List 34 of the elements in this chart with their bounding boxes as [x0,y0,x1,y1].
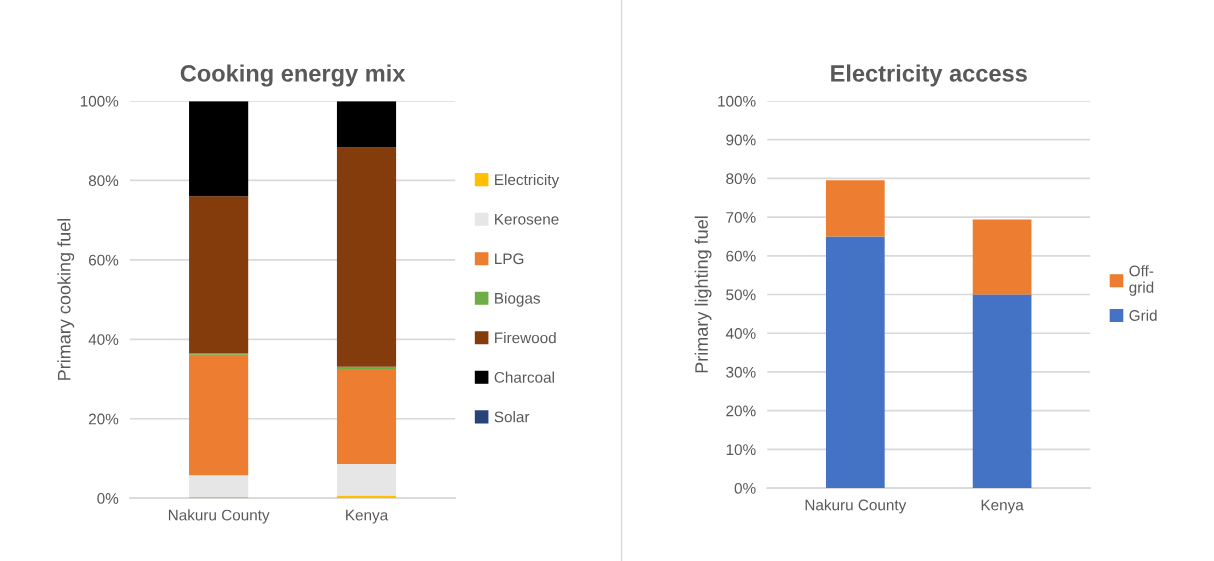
y-tick-label: 0% [734,482,756,494]
legend-label: LPG [495,253,524,265]
y-tick-label: 60% [88,254,119,266]
x-tick-label: Kenya [981,499,1024,514]
legend-label: Grid [1129,309,1157,321]
legend-label: Kerosene [495,213,559,225]
y-tick-label: 100% [80,95,119,107]
y-tick-label: 100% [718,95,756,107]
legend-label: Off-grid [1129,265,1154,296]
x-tick-label: Kenya [346,509,389,524]
legend-label: Electricity [495,173,560,189]
legend-label: Charcoal [494,371,554,383]
y-tick-label: 20% [726,405,756,417]
y-tick-label: 0% [97,493,119,504]
y-tick-label: 80% [88,175,119,187]
x-tick-label: Nakuru County [805,499,907,514]
y-tick-label: 10% [726,444,756,456]
legend-label: Solar [494,411,530,423]
y-tick-label: 30% [726,366,756,378]
y-axis-title: Primary cooking fuel [57,218,75,380]
y-tick-label: 20% [88,413,119,425]
y-tick-label: 60% [726,250,756,262]
x-tick-label: Nakuru County [168,509,270,524]
y-tick-label: 90% [726,134,756,146]
y-axis-title: Primary lighting fuel [694,216,712,373]
legend-label: Biogas [495,292,540,307]
y-tick-label: 50% [726,289,756,301]
legend-label: Firewood [495,332,556,344]
y-tick-label: 40% [725,328,756,339]
chart-title: Electricity access [831,64,1027,87]
chart-title: Cooking energy mix [180,64,406,87]
y-tick-label: 70% [726,211,756,223]
y-tick-label: 40% [88,334,119,345]
y-tick-label: 80% [726,173,756,185]
